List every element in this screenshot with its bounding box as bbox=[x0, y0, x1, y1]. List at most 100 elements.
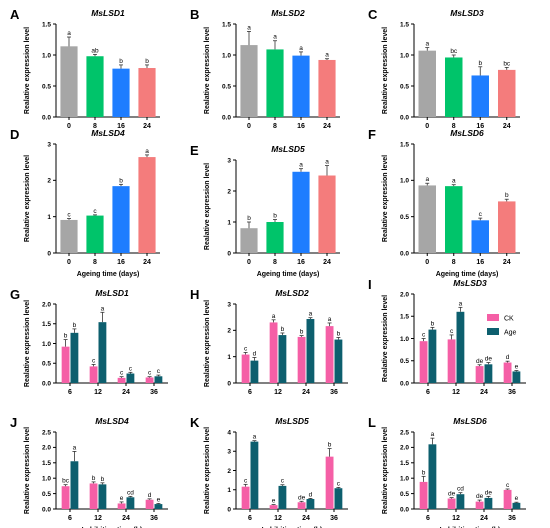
x-tick-label: 24 bbox=[480, 389, 488, 396]
y-tick-label: 1.5 bbox=[42, 21, 51, 28]
y-tick-label: 2 bbox=[227, 188, 231, 195]
chart-title: MsLSD3 bbox=[450, 8, 484, 18]
y-tick-label: 0 bbox=[47, 250, 51, 257]
panel-letter: F bbox=[368, 127, 376, 142]
bar bbox=[112, 186, 130, 253]
x-tick-label: 16 bbox=[476, 123, 484, 130]
significance-label: b bbox=[505, 192, 509, 199]
chart-panel-a: A MsLSD1 Realative expression level 0.0 0.5 1… bbox=[10, 7, 160, 130]
bar-age bbox=[512, 502, 521, 509]
x-tick-label: 24 bbox=[323, 123, 331, 130]
bar-age bbox=[278, 335, 287, 383]
x-tick-label: 24 bbox=[143, 259, 151, 266]
y-tick-label: 1 bbox=[227, 219, 231, 226]
chart-panel-c: C MsLSD3 Realative expression level 0.0 0.5 1… bbox=[368, 7, 520, 130]
bar-ck bbox=[61, 346, 70, 383]
chart-panel-d: D MsLSD4 Realative expression level 0 1 2 3 0 c 8… bbox=[10, 127, 160, 278]
bar-age bbox=[278, 485, 287, 509]
x-tick-label: 24 bbox=[480, 515, 488, 522]
significance-label: a bbox=[459, 300, 463, 307]
significance-label: bc bbox=[450, 48, 458, 55]
panel-letter: I bbox=[368, 277, 372, 292]
panel-letter: L bbox=[368, 415, 376, 430]
panel-letter: B bbox=[190, 7, 199, 22]
legend: CK Age bbox=[487, 314, 517, 337]
x-tick-label: 6 bbox=[426, 389, 430, 396]
bar bbox=[266, 222, 284, 253]
y-tick-label: 1.5 bbox=[42, 460, 51, 467]
x-tick-label: 36 bbox=[508, 389, 516, 396]
panel-letter: G bbox=[10, 287, 20, 302]
significance-label: a bbox=[328, 316, 332, 323]
y-tick-label: 0.5 bbox=[400, 83, 409, 90]
significance-label: a bbox=[273, 34, 277, 41]
x-tick-label: 12 bbox=[274, 389, 282, 396]
chart-panel-f: F MsLSD6 Realative expression level 0.0 0.5 1… bbox=[368, 127, 520, 278]
x-tick-label: 12 bbox=[94, 389, 102, 396]
y-tick-label: 1 bbox=[47, 214, 51, 221]
x-axis-label: Ageing time (days) bbox=[257, 271, 320, 278]
x-tick-label: 12 bbox=[452, 389, 460, 396]
significance-label: b bbox=[300, 329, 304, 336]
x-tick-label: 0 bbox=[247, 123, 251, 130]
y-axis-label: Realative expression level bbox=[204, 163, 211, 250]
bar-age bbox=[250, 441, 259, 509]
significance-label: bc bbox=[62, 478, 70, 485]
y-axis-label: Realative expression level bbox=[24, 155, 31, 242]
bar-age bbox=[334, 339, 343, 383]
x-tick-label: 36 bbox=[150, 389, 158, 396]
y-axis-label: Realative expression level bbox=[382, 155, 389, 242]
chart-title: MsLSD6 bbox=[450, 128, 484, 138]
x-tick-label: 0 bbox=[67, 123, 71, 130]
x-tick-label: 0 bbox=[425, 259, 429, 266]
x-tick-label: 6 bbox=[426, 515, 430, 522]
significance-label: c bbox=[337, 480, 341, 487]
significance-label: e bbox=[272, 498, 276, 505]
chart-panel-i: I MsLSD3 Realative expression level 0.0 0.5 1… bbox=[368, 277, 526, 396]
y-tick-label: 2.0 bbox=[42, 445, 51, 452]
significance-label: c bbox=[157, 368, 161, 375]
significance-label: b bbox=[422, 469, 426, 476]
y-tick-label: 1.0 bbox=[400, 336, 409, 343]
significance-label: e bbox=[157, 496, 161, 503]
x-axis-label: Ageing time (days) bbox=[77, 271, 140, 278]
x-tick-label: 8 bbox=[452, 259, 456, 266]
significance-label: e bbox=[515, 495, 519, 502]
bar-age bbox=[154, 376, 163, 383]
significance-label: de bbox=[485, 489, 493, 496]
bar-ck bbox=[475, 501, 484, 509]
significance-label: b bbox=[281, 326, 285, 333]
y-tick-label: 1 bbox=[227, 487, 231, 494]
significance-label: b bbox=[73, 322, 77, 329]
y-tick-label: 0.5 bbox=[400, 358, 409, 365]
y-tick-label: 1.0 bbox=[42, 52, 51, 59]
bar-ck bbox=[325, 326, 334, 383]
x-tick-label: 24 bbox=[503, 123, 511, 130]
y-tick-label: 3 bbox=[227, 157, 231, 164]
bar-ck bbox=[503, 489, 512, 509]
significance-label: b bbox=[101, 476, 105, 483]
significance-label: b bbox=[64, 333, 68, 340]
significance-label: a bbox=[101, 305, 105, 312]
bar-ck bbox=[447, 339, 456, 383]
y-tick-label: 2 bbox=[227, 328, 231, 335]
y-axis-label: Realative expression level bbox=[24, 300, 31, 387]
y-tick-label: 0 bbox=[227, 250, 231, 257]
y-tick-label: 0.5 bbox=[222, 83, 231, 90]
bar-ck bbox=[241, 486, 250, 509]
y-tick-label: 0 bbox=[227, 506, 231, 513]
significance-label: c bbox=[422, 332, 426, 339]
significance-label: cd bbox=[457, 486, 464, 493]
y-tick-label: 0.0 bbox=[42, 114, 51, 121]
significance-label: b bbox=[92, 475, 96, 482]
x-tick-label: 12 bbox=[452, 515, 460, 522]
chart-panel-b: B MsLSD2 Realative expression level 0.0 0.5 1… bbox=[190, 7, 340, 130]
significance-label: a bbox=[247, 24, 251, 31]
x-tick-label: 8 bbox=[93, 123, 97, 130]
bar-age bbox=[306, 319, 315, 383]
x-tick-label: 36 bbox=[330, 515, 338, 522]
significance-label: c bbox=[281, 478, 285, 485]
significance-label: d bbox=[309, 491, 313, 498]
x-tick-label: 12 bbox=[274, 515, 282, 522]
chart-panel-l: L MsLSD6 Realative expression level 0.0 0.5 1… bbox=[368, 415, 526, 528]
